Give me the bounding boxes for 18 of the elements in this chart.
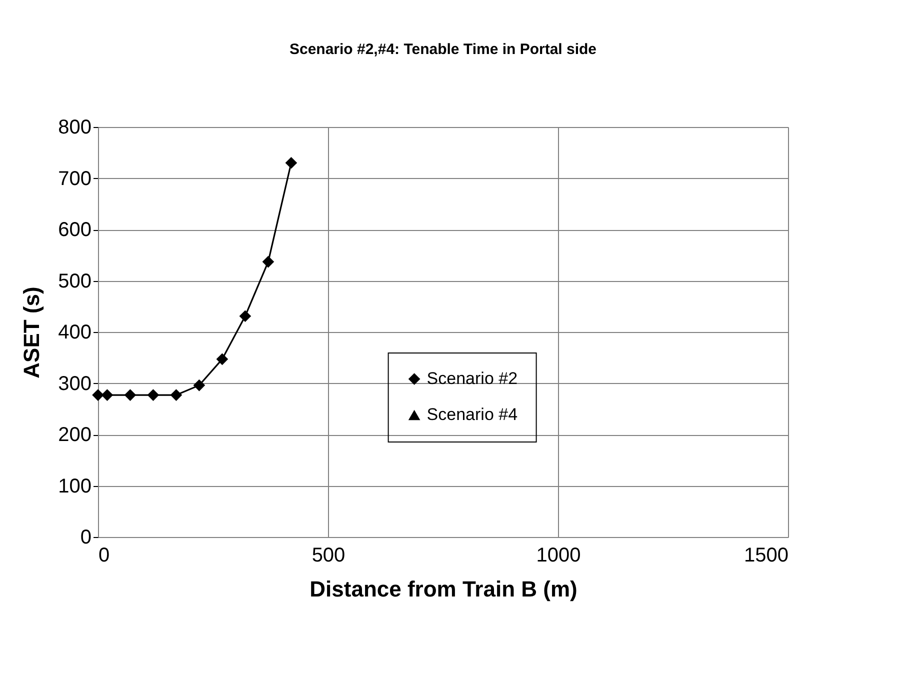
y-axis-title: ASET (s): [19, 286, 44, 378]
x-tick-label: 0: [98, 544, 110, 566]
y-tick-label: 400: [58, 322, 92, 344]
x-tick-label: 1000: [536, 544, 581, 566]
x-axis-title: Distance from Train B (m): [310, 576, 578, 602]
x-tick-label: 500: [312, 544, 346, 566]
y-tick-label: 100: [58, 475, 92, 498]
y-tick-label: 600: [58, 219, 92, 241]
y-tick-label: 700: [58, 168, 92, 190]
chart-title: Scenario #2,#4: Tenable Time in Portal side: [289, 41, 597, 58]
legend-label: Scenario #4: [426, 405, 518, 424]
legend-label: Scenario #2: [426, 369, 518, 388]
x-tick-label: 1500: [744, 544, 788, 566]
y-tick-label: 200: [58, 424, 92, 446]
y-tick-label: 800: [58, 116, 92, 138]
y-tick-label: 500: [58, 270, 92, 292]
y-tick-label: 0: [80, 526, 92, 548]
y-tick-label: 300: [58, 372, 92, 395]
